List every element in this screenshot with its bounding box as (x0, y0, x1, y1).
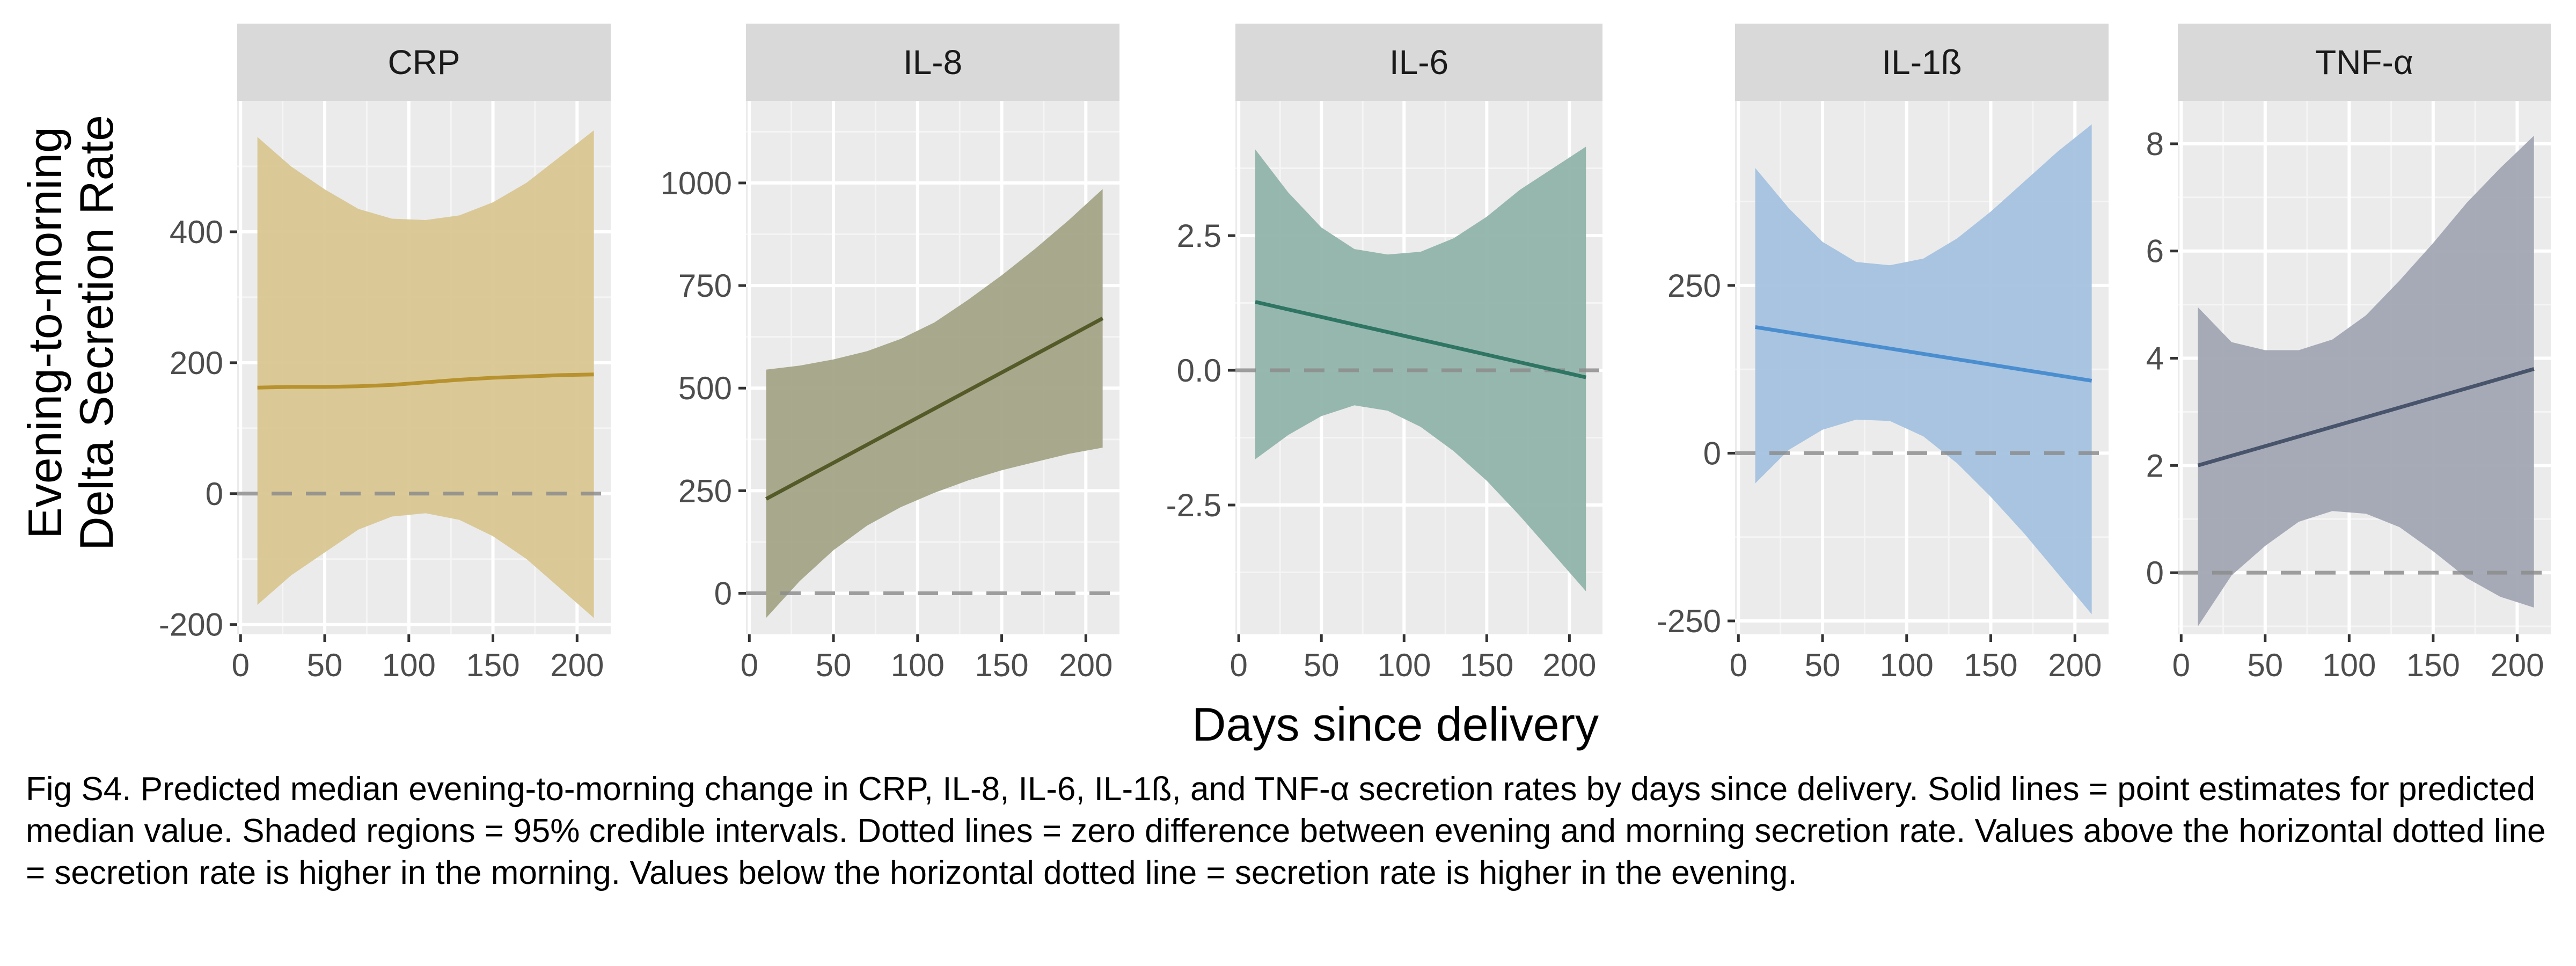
credible-interval-band (1755, 124, 2092, 614)
y-tick-label: 6 (2146, 233, 2164, 269)
y-tick-label: 1000 (661, 165, 732, 201)
credible-interval-band (766, 189, 1103, 618)
x-tick-label: 0 (1730, 647, 1747, 683)
median-estimate-line (1755, 325, 2092, 383)
x-tick-label: 150 (466, 647, 519, 683)
panel-strip (2178, 24, 2551, 101)
y-tick-label: 0 (1703, 435, 1721, 471)
panel-3: IL-6 -2.5 0.0 2.5 0 50 100 150 200 (1166, 24, 1602, 683)
y-axis-title-line-1: Evening-to-morning (18, 127, 71, 539)
median-estimate-line (257, 372, 594, 390)
figure-caption: Fig S4. Predicted median evening-to-morn… (26, 771, 2546, 891)
panel-strip (746, 24, 1119, 101)
credible-interval-band (2198, 135, 2534, 626)
median-estimate-line (765, 317, 1104, 501)
x-tick-label: 0 (2172, 647, 2190, 683)
y-tick-label: 2 (2146, 448, 2164, 484)
x-tick-label: 200 (1059, 647, 1113, 683)
panel-title: CRP (387, 43, 460, 82)
x-tick-label: 100 (1880, 647, 1934, 683)
y-tick-label: -250 (1657, 603, 1721, 639)
y-axis-title-line-2: Delta Secretion Rate (70, 115, 123, 551)
panel-5: TNF-α 0 2 4 6 8 0 50 100 150 200 (2146, 24, 2551, 683)
credible-interval-band (257, 130, 594, 618)
x-tick-label: 150 (975, 647, 1028, 683)
x-tick-label: 100 (891, 647, 945, 683)
x-tick-label: 200 (2490, 647, 2544, 683)
median-estimate-line (1255, 300, 1586, 379)
y-tick-label: 750 (678, 268, 732, 304)
y-tick-label: 4 (2146, 341, 2164, 377)
y-tick-label: 250 (1667, 268, 1721, 304)
x-tick-label: 150 (1964, 647, 2017, 683)
y-tick-label: 2.5 (1177, 218, 1221, 254)
y-tick-label: 0 (206, 476, 223, 512)
panel-title: IL-1ß (1882, 43, 1962, 82)
x-tick-label: 150 (1460, 647, 1513, 683)
x-tick-label: 50 (1805, 647, 1841, 683)
x-tick-label: 100 (1377, 647, 1431, 683)
x-tick-label: 200 (1542, 647, 1596, 683)
y-tick-label: 250 (678, 473, 732, 509)
y-tick-label: 200 (170, 345, 223, 381)
x-tick-label: 100 (2322, 647, 2376, 683)
y-tick-label: -2.5 (1166, 487, 1221, 523)
panel-title: IL-8 (903, 43, 962, 82)
x-tick-label: 50 (307, 647, 343, 683)
y-tick-label: 500 (678, 370, 732, 406)
y-tick-label: -200 (159, 607, 223, 643)
x-tick-label: 200 (2048, 647, 2102, 683)
x-tick-label: 0 (741, 647, 758, 683)
x-tick-label: 50 (816, 647, 852, 683)
panel-strip (237, 24, 611, 101)
y-tick-label: 0.0 (1177, 353, 1221, 389)
faceted-line-chart: CRP -200 0 200 400 0 50 100 150 200 IL-8 0 250 500 750… (18, 24, 2551, 751)
x-axis-title: Days since delivery (1192, 698, 1599, 751)
x-tick-label: 150 (2406, 647, 2460, 683)
panel-2: IL-8 0 250 500 750 1000 0 50 100 150 200 (661, 24, 1119, 683)
y-tick-label: 0 (2146, 555, 2164, 591)
median-estimate-line (2197, 367, 2535, 467)
x-tick-label: 0 (232, 647, 250, 683)
x-tick-label: 0 (1230, 647, 1247, 683)
x-tick-label: 100 (382, 647, 436, 683)
panel-title: IL-6 (1389, 43, 1448, 82)
y-tick-label: 8 (2146, 126, 2164, 162)
x-tick-label: 200 (550, 647, 604, 683)
x-tick-label: 50 (2247, 647, 2283, 683)
y-tick-label: 0 (714, 576, 732, 612)
x-tick-label: 50 (1304, 647, 1340, 683)
panel-title: TNF-α (2315, 43, 2413, 82)
y-tick-label: 400 (170, 214, 223, 250)
panel-strip (1235, 24, 1602, 101)
panel-strip (1735, 24, 2109, 101)
